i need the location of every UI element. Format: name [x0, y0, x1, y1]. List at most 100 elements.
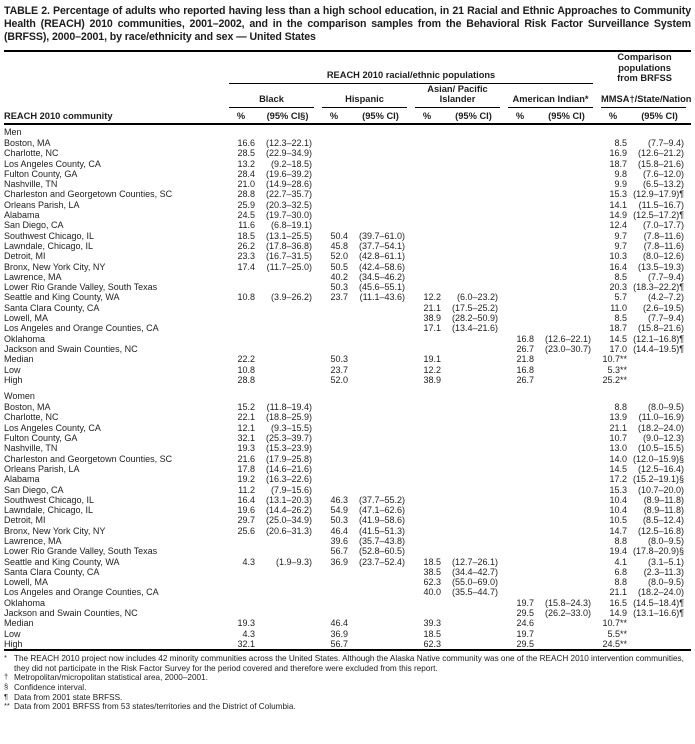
ci-cell — [535, 557, 598, 567]
table-row: Jackson and Swain Counties, NC 26.7 (23.0–… — [4, 344, 691, 354]
ci-cell — [535, 443, 598, 453]
pct-cell: 18.5 — [237, 230, 255, 241]
pct-cell — [505, 282, 535, 292]
pct-cell — [226, 313, 256, 323]
ci-cell: (8.0–9.5) — [648, 402, 685, 413]
pct-cell — [319, 210, 349, 220]
pct-cell — [505, 402, 535, 412]
community-cell: Jackson and Swain Counties, NC — [4, 608, 138, 619]
pct-cell — [505, 485, 535, 495]
pct-cell — [226, 303, 256, 313]
ci-cell — [442, 189, 505, 199]
pct-cell: 9.8 — [614, 168, 628, 179]
pct-cell — [412, 546, 442, 556]
ci-cell: (7.9–15.6) — [270, 484, 312, 495]
pct-cell: 10.7 — [609, 433, 628, 444]
community-cell: Charlotte, NC — [4, 412, 59, 423]
pct-cell: 25.2** — [602, 374, 628, 385]
ci-cell — [256, 587, 319, 597]
ci-cell — [442, 474, 505, 484]
pct-cell — [412, 148, 442, 158]
ci-cell — [349, 618, 412, 628]
pct-cell: 10.7** — [602, 354, 628, 365]
pct-cell: 50.3 — [330, 282, 348, 293]
table-row: San Diego, CA 11.2 (7.9–15.6) 15.3 (10.7–20.… — [4, 485, 691, 495]
pct-cell: 9.7 — [614, 240, 628, 251]
ci-cell: (4.2–7.2) — [648, 292, 685, 303]
ci-cell — [256, 344, 319, 354]
ci-cell — [442, 231, 505, 241]
ci-cell — [349, 402, 412, 412]
ci-cell: (12.5–17.2)¶ — [633, 210, 685, 221]
ci-cell — [535, 485, 598, 495]
ci-cell: (13.1–20.3) — [265, 494, 312, 505]
table-row: Detroit, MI 29.7 (25.0–34.9) 50.3 (41.9–58.6… — [4, 515, 691, 525]
pct-cell: 19.1 — [423, 354, 441, 365]
pct-cell: 62.3 — [423, 577, 441, 588]
american-indian-ci-header: (95% CI) — [535, 107, 599, 125]
pct-cell — [412, 282, 442, 292]
pct-cell — [319, 423, 349, 433]
pct-cell — [505, 577, 535, 587]
ci-cell — [442, 354, 505, 364]
ci-cell: (47.1–62.6) — [358, 505, 405, 516]
pct-cell: 6.8 — [614, 566, 628, 577]
table-row: Lower Rio Grande Valley, South Texas 56.7… — [4, 546, 691, 556]
table-row: Lawndale, Chicago, IL 19.6 (14.4–26.2) 54.9… — [4, 505, 691, 515]
ci-cell: (12.9–17.9)¶ — [633, 189, 685, 200]
ci-cell — [256, 536, 319, 546]
table-row: Orleans Parish, LA 25.9 (20.3–32.5) 14.1 (11… — [4, 200, 691, 210]
community-cell: Los Angeles County, CA — [4, 422, 101, 433]
pct-cell: 18.5 — [423, 556, 441, 567]
community-cell: Orleans Parish, LA — [4, 199, 80, 210]
community-cell: Lawndale, Chicago, IL — [4, 240, 94, 251]
table-title: TABLE 2. Percentage of adults who report… — [4, 5, 691, 43]
pct-cell — [319, 433, 349, 443]
pct-cell: 36.9 — [330, 556, 348, 567]
pct-cell — [505, 241, 535, 251]
pct-cell: 4.3 — [242, 556, 255, 567]
pct-cell: 20.3 — [609, 282, 628, 293]
ci-cell — [535, 354, 598, 364]
ci-cell — [349, 159, 412, 169]
ci-cell — [256, 618, 319, 628]
community-cell: Lower Rio Grande Valley, South Texas — [4, 546, 158, 557]
pct-cell — [412, 402, 442, 412]
pct-cell: 21.0 — [237, 179, 255, 190]
pct-cell: 25.6 — [237, 525, 255, 536]
pct-cell — [505, 495, 535, 505]
section-label: Men — [4, 127, 22, 137]
brfss-comparison-group-header: Comparison populations from BRFSS — [598, 51, 691, 84]
community-cell: Bronx, New York City, NY — [4, 261, 106, 272]
ci-cell: (25.3–39.7) — [265, 433, 312, 444]
pct-cell: 21.8 — [516, 354, 534, 365]
pct-cell: 40.2 — [330, 271, 348, 282]
ci-cell: (11.1–43.6) — [359, 292, 405, 303]
pct-cell — [319, 577, 349, 587]
table-row: Seattle and King County, WA 10.8 (3.9–26.2… — [4, 292, 691, 302]
pct-cell: 8.8 — [614, 577, 628, 588]
pct-cell: 5.7 — [614, 292, 628, 303]
table-row: Low 4.3 36.9 18.5 19.7 5.5** — [4, 629, 691, 639]
ci-cell: (42.8–61.1) — [358, 251, 405, 262]
community-cell: Lawrence, MA — [4, 535, 62, 546]
ci-cell — [442, 251, 505, 261]
community-cell: High — [4, 374, 23, 385]
table-row: Charlotte, NC 28.5 (22.9–34.9) 16.9 (12.6–21… — [4, 148, 691, 158]
table-row: Fulton County, GA 28.4 (19.6–39.2) 9.8 (7.6–… — [4, 169, 691, 179]
pct-cell — [319, 189, 349, 199]
table-row: Oklahoma 16.8 (12.6–22.1) 14.5 (12.1–16.8)¶ — [4, 334, 691, 344]
ci-cell — [349, 313, 412, 323]
table-row: Detroit, MI 23.3 (16.7–31.5) 52.0 (42.8–61.1… — [4, 251, 691, 261]
pct-cell: 19.7 — [516, 628, 534, 639]
ci-cell: (42.4–58.6) — [358, 261, 405, 272]
pct-cell: 18.7 — [609, 158, 628, 169]
community-cell: Fulton County, GA — [4, 433, 78, 444]
pct-cell: 45.8 — [330, 240, 348, 251]
pct-cell: 46.3 — [330, 494, 348, 505]
community-cell: Median — [4, 354, 34, 365]
ci-cell: (7.0–17.7) — [643, 220, 685, 231]
ci-cell: (18.8–25.9) — [265, 412, 312, 423]
pct-cell — [319, 454, 349, 464]
ci-cell — [349, 474, 412, 484]
